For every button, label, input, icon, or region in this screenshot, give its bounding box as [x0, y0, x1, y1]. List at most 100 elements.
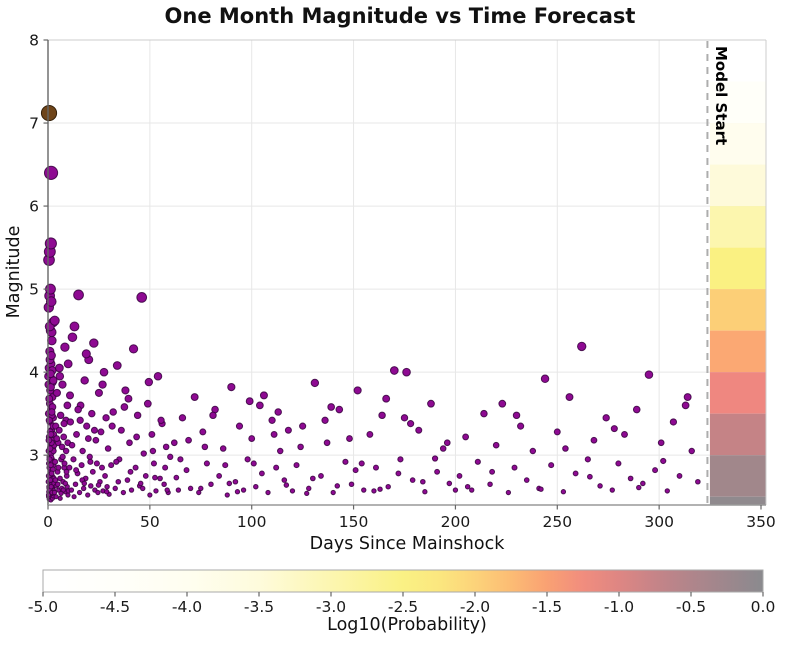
scatter-point	[523, 477, 530, 483]
scatter-point	[227, 382, 236, 392]
scatter-point	[47, 408, 56, 416]
scatter-point	[640, 480, 646, 487]
scatter-point	[140, 485, 146, 492]
scatter-point	[657, 439, 665, 447]
scatter-point	[178, 414, 187, 422]
scatter-point	[153, 372, 163, 381]
scatter-point	[183, 467, 190, 474]
scatter-point	[361, 487, 367, 493]
scatter-point	[98, 464, 105, 471]
scatter-point	[196, 489, 202, 496]
scatter-point	[253, 483, 259, 490]
scatter-point	[90, 426, 98, 434]
scatter-point	[323, 439, 331, 447]
scatter-point	[43, 165, 59, 180]
scatter-point	[55, 464, 62, 471]
scatter-point	[346, 435, 353, 442]
scatter-point	[60, 433, 68, 441]
scatter-point	[378, 411, 386, 420]
scatter-point	[47, 335, 57, 346]
scatter-point	[57, 495, 63, 501]
scatter-point	[669, 418, 678, 426]
scatter-point	[289, 488, 296, 494]
scatter-point	[415, 426, 423, 434]
scatter-point	[71, 494, 77, 500]
colorbar-tick-label: -2.5	[388, 598, 418, 616]
scatter-point	[84, 435, 92, 442]
scatter-point	[69, 321, 80, 332]
scatter-point	[353, 386, 362, 395]
scatter-point	[553, 428, 561, 436]
scatter-point	[422, 489, 428, 495]
scatter-point	[52, 477, 59, 483]
scatter-point	[80, 485, 87, 492]
scatter-point	[124, 394, 133, 403]
scatter-point	[489, 468, 496, 475]
scatter-point	[443, 439, 451, 447]
scatter-point	[73, 430, 80, 438]
scatter-point	[439, 445, 447, 452]
scatter-point	[209, 411, 217, 420]
scatter-point	[60, 420, 68, 428]
scatter-point	[51, 489, 58, 496]
scatter-point	[56, 411, 65, 420]
scatter-point	[102, 473, 108, 479]
colorbar-tick-label: -3.0	[316, 598, 346, 616]
scatter-point	[58, 443, 66, 451]
scatter-point	[216, 473, 223, 479]
scatter-point	[45, 296, 57, 307]
scatter-point	[164, 487, 170, 493]
scatter-point	[55, 363, 64, 373]
colorbar-tick-label: -4.0	[172, 598, 202, 616]
scatter-point	[434, 468, 441, 475]
scatter-point	[587, 473, 593, 480]
scatter-point	[55, 426, 63, 434]
scatter-point	[95, 489, 101, 496]
x-tick-label: 0	[43, 513, 53, 531]
forecast-band	[709, 496, 766, 505]
scatter-point	[321, 416, 329, 424]
scatter-point	[235, 422, 244, 430]
scatter-point	[136, 292, 148, 303]
scatter-point	[79, 447, 86, 455]
scatter-point	[161, 481, 167, 488]
colorbar-label: Log10(Probability)	[327, 615, 487, 635]
scatter-point	[498, 399, 507, 408]
x-tick-label: 300	[644, 513, 674, 531]
scatter-point	[81, 349, 91, 359]
forecast-band	[709, 247, 766, 290]
scatter-point	[95, 482, 102, 488]
scatter-point	[270, 430, 278, 438]
scatter-point	[117, 426, 125, 434]
scatter-point	[67, 332, 78, 343]
scatter-point	[584, 456, 591, 463]
y-tick-label: 5	[29, 281, 39, 299]
scatter-point	[47, 430, 55, 438]
scatter-point	[652, 467, 659, 474]
scatter-point	[492, 441, 500, 449]
scatter-point	[335, 405, 344, 414]
scatter-point	[74, 405, 82, 414]
scatter-point	[76, 489, 83, 496]
forecast-band	[709, 289, 766, 331]
scatter-point	[68, 487, 75, 493]
scatter-point	[120, 489, 127, 496]
scatter-point	[464, 483, 471, 490]
scatter-point	[93, 460, 100, 467]
scatter-point	[124, 477, 131, 483]
scatter-point	[248, 435, 256, 442]
forecast-band	[709, 330, 766, 373]
scatter-point	[540, 374, 550, 384]
scatter-point	[92, 436, 100, 444]
scatter-point	[565, 393, 574, 402]
scatter-point	[109, 408, 117, 416]
colorbar-tick-label: -5.0	[28, 598, 58, 616]
x-tick-label: 200	[441, 513, 471, 531]
scatter-point	[115, 478, 122, 485]
scatter-point	[142, 473, 149, 479]
scatter-point	[148, 430, 156, 438]
scatter-point	[676, 473, 683, 479]
scatter-point	[55, 372, 65, 381]
scatter-point	[58, 380, 67, 389]
scatter-point	[277, 447, 284, 455]
